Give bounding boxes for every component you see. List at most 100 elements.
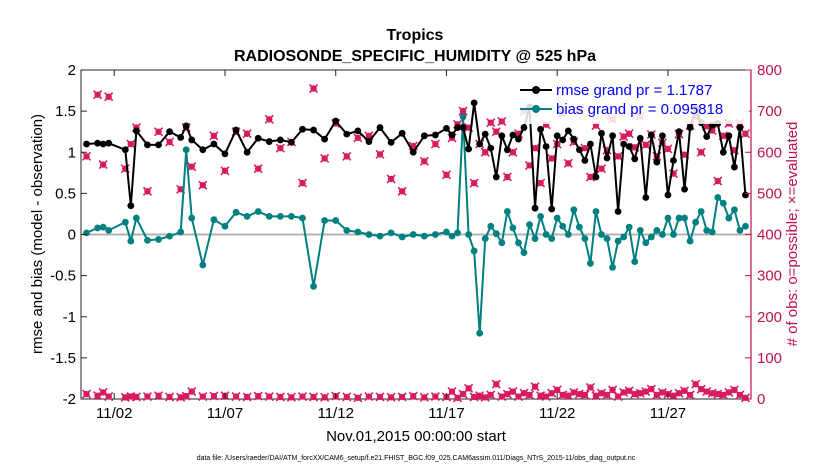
obs-possible-cross [491,379,501,389]
bias-series-point [199,261,207,269]
y-right-tick-label: 100 [757,350,782,367]
bias-series-point [481,235,489,243]
x-tick-label: 11/12 [317,405,353,422]
obs-evaluated-cross [563,158,573,168]
legend-bias-label: bias grand pr = 0.095818 [556,101,723,118]
rmse-series-point [575,146,583,154]
obs-possible-cross [81,389,92,399]
rmse-series-point [548,205,556,213]
y-right-tick-label: 600 [757,144,782,161]
rmse-series-point [188,136,196,144]
bias-series-point [647,233,655,241]
rmse-series-point [520,124,528,131]
y-tick-label: -1 [63,309,76,326]
obs-possible-cross [386,392,396,402]
obs-evaluated-cross [419,156,429,166]
obs-evaluated-cross [308,83,319,94]
rmse-series-point [587,140,594,148]
rmse-series-point [321,135,329,143]
bias-series-point [288,213,295,220]
obs-possible-cross [364,391,374,402]
rmse-series-point [443,124,450,132]
obs-evaluated-cross [713,176,723,186]
obs-possible-cross [142,391,153,402]
bias-series-point [177,228,185,236]
bias-series-point [537,213,544,220]
rmse-series-point [659,132,666,140]
bias-series-point [548,235,556,243]
rmse-series-point [609,132,616,140]
y-tick-label: 0 [68,227,76,244]
bias-series-point [332,217,340,224]
obs-evaluated-cross [253,164,263,174]
rmse-series-point [542,143,550,150]
rmse-series-point [210,140,218,148]
bias-series-point [398,233,406,241]
rmse-series-point [515,135,522,143]
obs-evaluated-cross [624,129,634,139]
bias-series-point [310,282,317,290]
rmse-series-point [559,136,567,144]
bias-series-point [503,208,511,215]
bias-series-point [232,208,240,216]
obs-evaluated-cross [696,147,706,157]
rmse-series-point [155,141,162,149]
obs-possible-cross [242,392,252,402]
obs-evaluated-cross [353,133,363,143]
rmse-series-point [409,148,417,156]
rmse-series-point [83,140,90,148]
obs-possible-cross [679,386,690,396]
obs-possible-cross [275,392,285,402]
rmse-series-point [459,124,467,131]
bias-series-point [692,218,700,226]
obs-possible-cross [264,391,274,402]
rmse-series-point [509,131,517,139]
obs-possible-cross [104,391,114,402]
obs-evaluated-cross [98,160,108,170]
y-tick-label: 0.5 [55,185,76,202]
bias-series-point [465,231,473,238]
bias-series-point [221,222,229,230]
obs-evaluated-cross [613,151,623,161]
rmse-series-point [431,131,439,139]
bias-series-point [487,222,495,230]
obs-possible-cross [685,390,695,400]
bias-series-point [719,199,727,207]
obs-evaluated-cross [596,164,607,174]
rmse-series-point [703,133,711,141]
bias-series-point [603,235,611,243]
rmse-series-point [598,129,605,137]
rmse-series-point [481,130,489,138]
bias-series-point [520,249,528,256]
bias-series-point [515,239,522,247]
obs-evaluated-cross [430,139,440,149]
rmse-series-point [570,135,578,143]
obs-evaluated-cross [187,162,197,172]
obs-evaluated-cross [386,174,396,184]
rmse-series-point [553,132,561,140]
obs-evaluated-cross [126,139,136,149]
bias-series-point [420,232,428,240]
rmse-series-point [448,131,456,139]
rmse-series-point [531,204,539,212]
y-right-tick-label: 0 [757,391,765,408]
x-axis-label: Nov.01,2015 00:00:00 start [326,428,507,445]
rmse-series-point [725,132,733,140]
bias-series-point [376,232,384,240]
obs-evaluated-cross [342,151,352,161]
obs-evaluated-cross [81,151,92,161]
bias-series-point [144,236,151,244]
bias-series-point [448,232,456,240]
bias-series-point [542,231,550,238]
bias-series-point [598,231,605,238]
bias-series-point [409,231,417,238]
obs-possible-cross [419,392,429,402]
rmse-series-point [670,157,677,164]
rmse-series-point [647,131,655,139]
obs-evaluated-cross [297,178,308,188]
obs-possible-cross [585,382,595,393]
x-tick-label: 11/27 [650,405,686,422]
rmse-series-point [492,173,500,181]
rmse-series-point [99,140,107,148]
bias-series-point [553,214,561,222]
